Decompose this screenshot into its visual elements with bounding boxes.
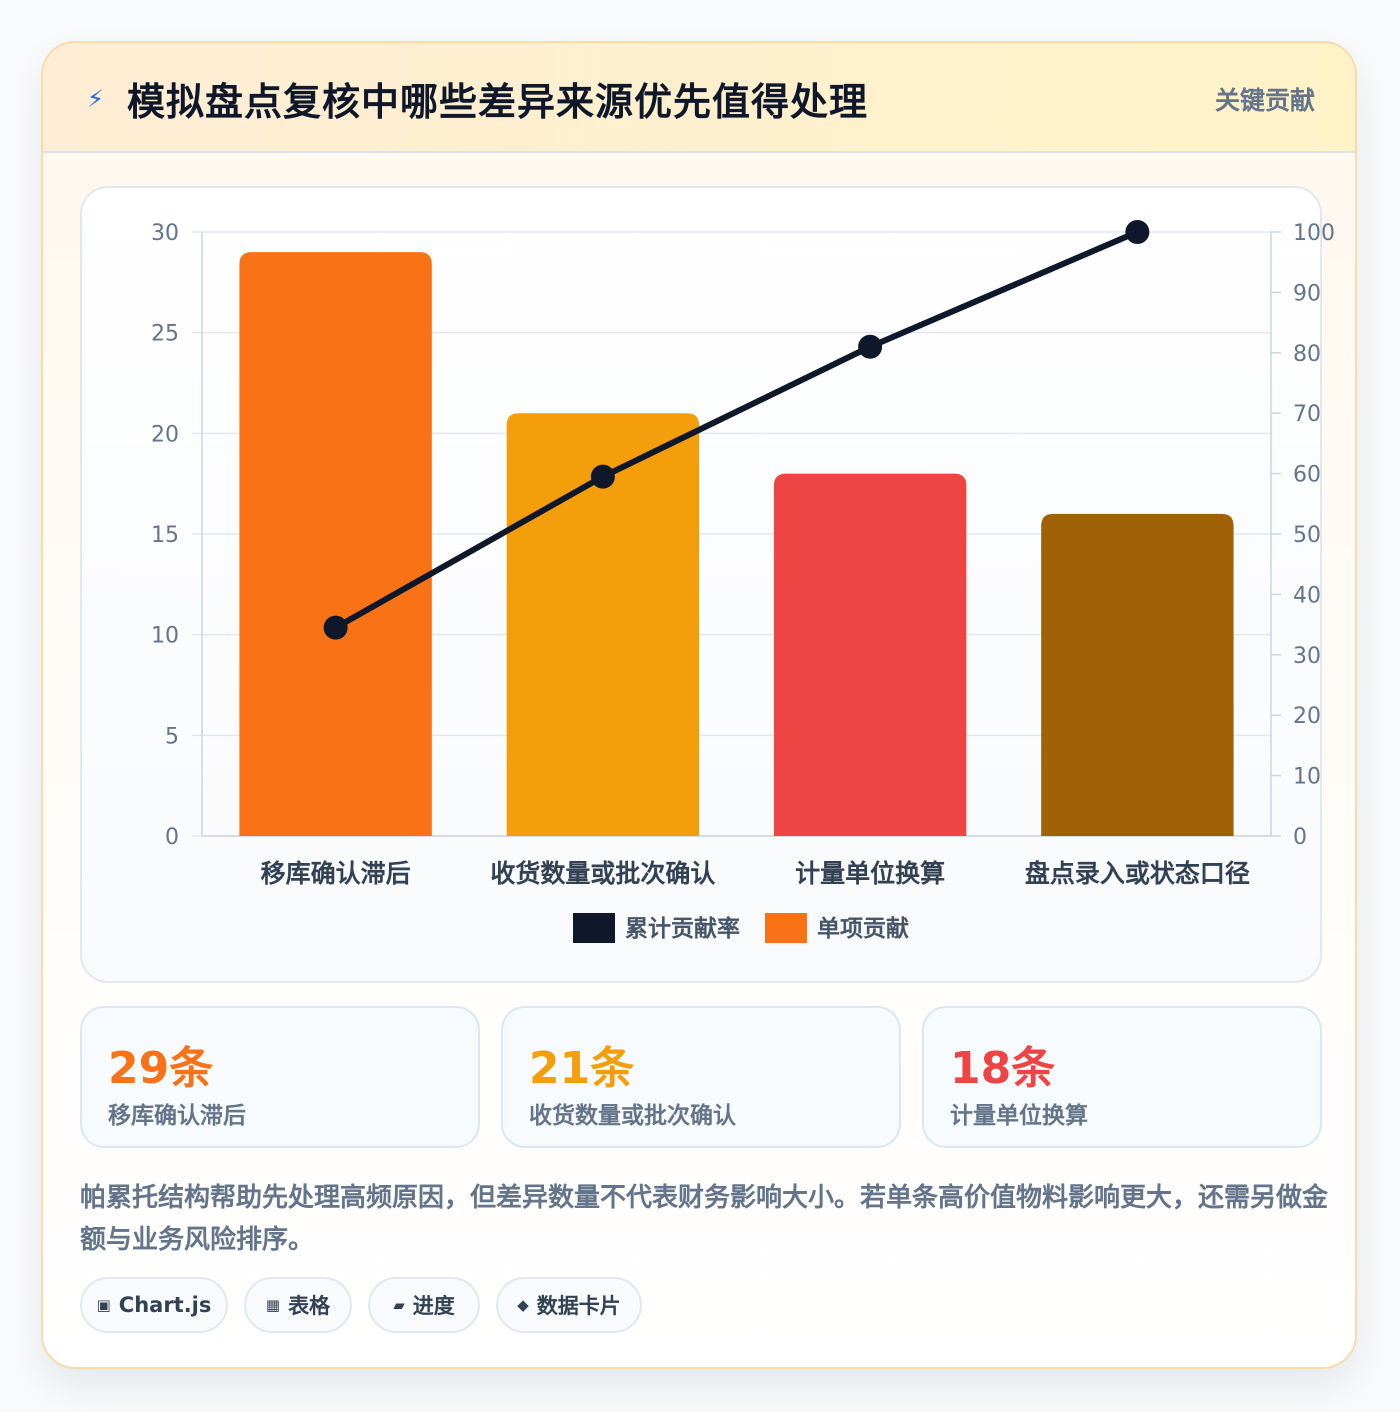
bar (773, 473, 967, 836)
y-right-tick-label: 50 (1293, 523, 1321, 548)
grid-icon: ▦ (265, 1296, 281, 1314)
stat-label: 移库确认滞后 (108, 1103, 246, 1129)
y-left-tick-label: 5 (165, 724, 179, 749)
stat-card: 21条 收货数量或批次确认 (501, 1006, 901, 1148)
tag-label: 进度 (412, 1294, 455, 1318)
cumulative-point (1125, 220, 1150, 244)
y-left-tick-label: 20 (151, 422, 179, 447)
bar (239, 252, 432, 837)
tag-table[interactable]: ▦ 表格 (244, 1277, 352, 1333)
y-right-tick-label: 100 (1293, 221, 1335, 246)
stat-card: 29条 移库确认滞后 (80, 1006, 480, 1148)
cumulative-point (323, 615, 348, 640)
y-right-tick-label: 40 (1293, 583, 1321, 608)
y-left-tick-label: 10 (151, 624, 179, 649)
y-right-tick-label: 70 (1293, 402, 1321, 427)
header-tag: 关键贡献 (1214, 86, 1315, 115)
y-right-tick-label: 20 (1293, 704, 1321, 729)
y-left-tick-label: 30 (151, 221, 179, 246)
diamond-icon: ◆ (517, 1296, 529, 1314)
page-title: 模拟盘点复核中哪些差异来源优先值得处理 (127, 80, 869, 124)
x-tick-label: 盘点录入或状态口径 (1025, 859, 1250, 888)
square-icon: ▣ (96, 1296, 111, 1314)
tag-label: 数据卡片 (536, 1294, 621, 1318)
y-left-tick-label: 15 (151, 523, 179, 548)
tag-chartjs[interactable]: ▣ Chart.js (80, 1277, 228, 1333)
tag-label: Chart.js (118, 1293, 212, 1317)
x-tick-label: 移库确认滞后 (261, 859, 411, 888)
y-right-tick-label: 80 (1293, 342, 1321, 367)
stat-value: 18条 (950, 1043, 1056, 1094)
legend-label: 单项贡献 (817, 916, 909, 942)
x-tick-label: 收货数量或批次确认 (490, 859, 715, 888)
tag-progress[interactable]: ▰ 进度 (368, 1277, 480, 1333)
progress-icon: ▰ (393, 1296, 405, 1314)
y-right-tick-label: 10 (1293, 765, 1321, 790)
y-right-tick-label: 0 (1293, 825, 1307, 850)
chart-note: 帕累托结构帮助先处理高频原因，但差异数量不代表财务影响大小。若单条高价值物料影响… (80, 1183, 1329, 1255)
legend-swatch (765, 913, 807, 943)
y-right-tick-label: 90 (1293, 281, 1321, 306)
pareto-chart: 0 5 10 15 20 25 30 0 10 20 30 40 50 60 70 80 90 100 移库确认滞后… (151, 220, 1335, 943)
chart-card: ⚡ 模拟盘点复核中哪些差异来源优先值得处理 关键贡献 0 5 10 15 20 25 30 0… (41, 41, 1357, 1369)
stat-value: 21条 (529, 1043, 635, 1094)
y-left-tick-label: 25 (151, 322, 179, 347)
stat-value: 29条 (108, 1043, 214, 1094)
card-header: ⚡ 模拟盘点复核中哪些差异来源优先值得处理 关键贡献 (43, 43, 1355, 153)
y-left-tick-label: 0 (165, 825, 179, 850)
chart-panel: 0 5 10 15 20 25 30 0 10 20 30 40 50 60 70 80 90 100 移库确认滞后… (80, 186, 1335, 983)
legend-swatch (573, 913, 615, 943)
stat-label: 计量单位换算 (950, 1103, 1088, 1129)
tag-label: 表格 (288, 1294, 331, 1318)
cumulative-point (858, 334, 883, 359)
stat-label: 收货数量或批次确认 (529, 1103, 736, 1129)
x-tick-label: 计量单位换算 (795, 859, 945, 888)
stat-card: 18条 计量单位换算 (922, 1006, 1322, 1148)
lightning-icon: ⚡ (87, 85, 104, 113)
legend-label: 累计贡献率 (625, 915, 740, 942)
cumulative-point (590, 464, 615, 489)
bar (506, 413, 700, 836)
bar (1041, 513, 1234, 836)
cumulative-line (334, 229, 1139, 631)
y-right-tick-label: 60 (1293, 463, 1321, 488)
y-right-tick-label: 30 (1293, 644, 1321, 669)
tag-data-card[interactable]: ◆ 数据卡片 (496, 1277, 642, 1333)
